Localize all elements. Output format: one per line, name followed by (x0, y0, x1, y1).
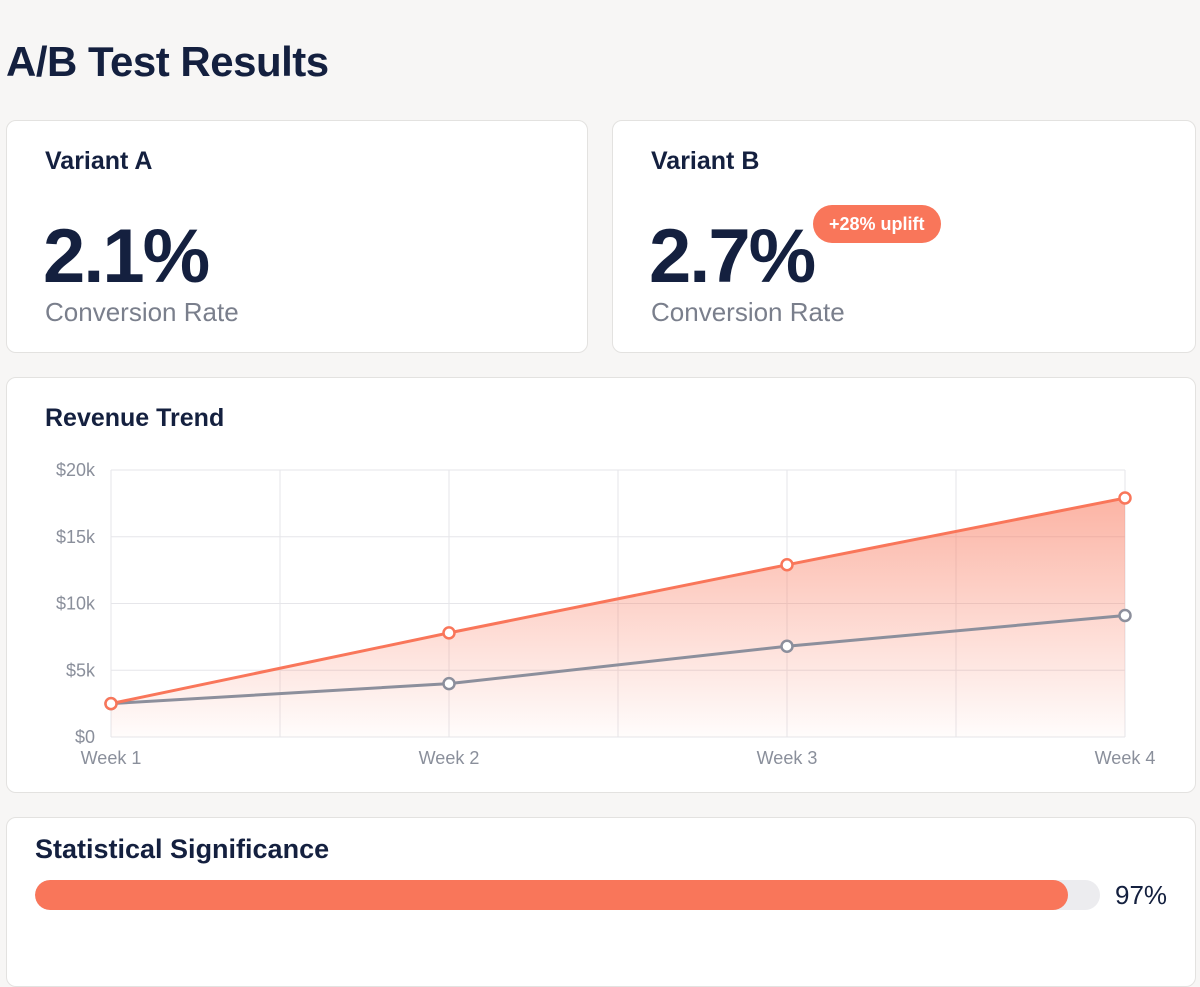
significance-progress-fill (35, 880, 1069, 910)
y-tick-label: $15k (56, 527, 96, 547)
chart-title: Revenue Trend (45, 404, 225, 432)
significance-title: Statistical Significance (35, 834, 330, 864)
uplift-badge: +28% uplift (813, 205, 941, 243)
revenue-trend-chart: $0 $5k $10k $15k $20k Week 1 Week 2 Week 3 Week … (56, 460, 1156, 768)
variant-a-point (1118, 608, 1132, 623)
significance-card: Statistical Significance 97% (6, 817, 1196, 987)
variant-a-title: Variant A (45, 147, 153, 175)
page-title: A/B Test Results (6, 38, 329, 85)
variant-b-rate-value: 2.7% (649, 214, 816, 299)
variant-a-point (442, 676, 456, 691)
y-tick-label: $20k (56, 460, 96, 480)
variant-b-point (1118, 491, 1132, 505)
variant-b-title: Variant B (651, 147, 760, 175)
y-tick-label: $10k (56, 594, 96, 614)
x-tick-label: Week 4 (1095, 748, 1156, 768)
variant-a-rate-label: Conversion Rate (45, 297, 239, 327)
variant-a-line (110, 614, 1126, 706)
y-tick-label: $5k (66, 660, 96, 680)
variant-b-card: Variant B +28% uplift 2.7% Conversion Ra… (612, 120, 1196, 353)
variant-a-point (780, 639, 794, 653)
variant-a-card: Variant A 2.1% Conversion Rate (6, 120, 588, 353)
significance-value: 97% (1115, 880, 1168, 910)
revenue-trend-card: Revenue Trend $0 $5k $10k $15k $20k Week 1 Wee… (6, 377, 1196, 793)
x-tick-label: Week 2 (419, 748, 480, 768)
variant-b-point (780, 558, 794, 572)
significance-progress-track (35, 880, 1100, 910)
variant-b-point (104, 696, 118, 711)
variant-b-area (111, 498, 1125, 737)
x-tick-label: Week 1 (81, 748, 142, 768)
variant-b-point (442, 626, 456, 640)
variant-b-line (110, 496, 1126, 706)
y-tick-label: $0 (75, 727, 95, 747)
variant-a-rate-value: 2.1% (43, 214, 210, 299)
x-tick-label: Week 3 (757, 748, 818, 768)
variant-b-rate-label: Conversion Rate (651, 297, 845, 327)
